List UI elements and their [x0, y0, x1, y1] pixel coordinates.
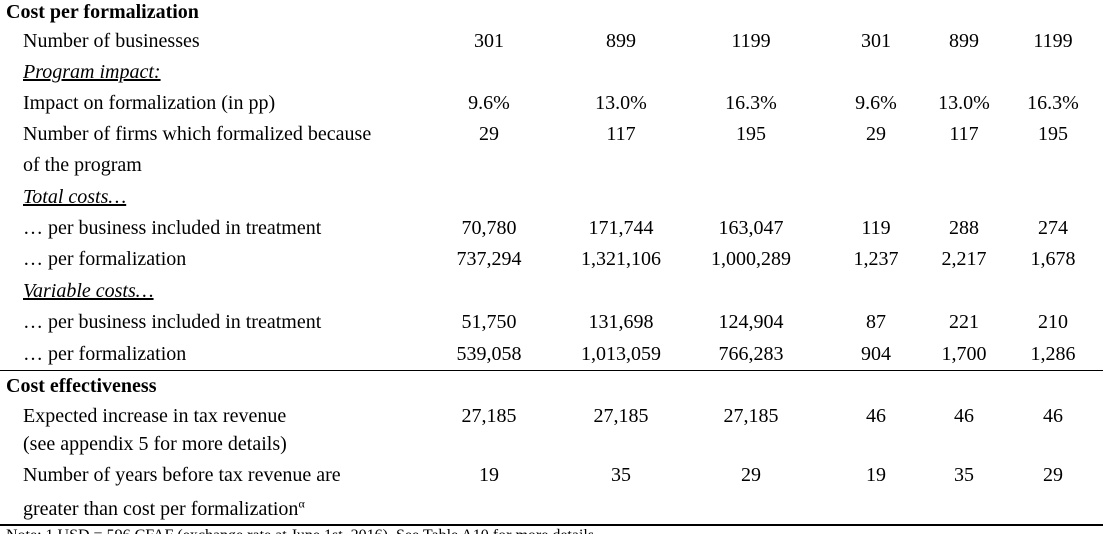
table-cell: 1,013,059	[581, 343, 661, 365]
table-row-continuation: (see appendix 5 for more details)	[0, 429, 1103, 460]
table-cell: 163,047	[718, 217, 784, 239]
section-title: Cost per formalization	[6, 1, 199, 23]
table-cell: 904	[861, 343, 891, 365]
table-row-continuation: greater than cost per formalizationα	[0, 494, 1103, 525]
table-cell: 171,744	[588, 217, 654, 239]
table-row: … per business included in treatment 70,…	[0, 213, 1103, 244]
table-cell: 117	[949, 123, 979, 145]
table-cell: 19	[479, 464, 499, 486]
subsection-header: Variable costs…	[0, 276, 1103, 307]
table-cell: 124,904	[718, 311, 784, 333]
row-label: … per formalization	[23, 248, 187, 270]
table-cell: 539,058	[456, 343, 522, 365]
table-cell: 119	[861, 217, 891, 239]
table-cell: 27,185	[461, 405, 517, 427]
table-row: Number of firms which formalized because…	[0, 119, 1103, 150]
row-label-continuation: (see appendix 5 for more details)	[23, 433, 287, 455]
subsection-header: Total costs…	[0, 182, 1103, 213]
table-footnote: Note: 1 USD = 596 CFAF (exchange rate at…	[6, 527, 598, 534]
section-header: Cost effectiveness	[0, 371, 1103, 402]
row-label: Number of years before tax revenue are	[23, 464, 341, 486]
row-label: … per business included in treatment	[23, 311, 322, 333]
table-cell: 210	[1038, 311, 1068, 333]
row-label: Expected increase in tax revenue	[23, 405, 287, 427]
row-label-continuation: greater than cost per formalizationα	[23, 494, 305, 525]
table-row: Number of years before tax revenue are 1…	[0, 460, 1103, 491]
table-row: Number of businesses 301 899 1199 301 89…	[0, 26, 1103, 57]
row-label: … per business included in treatment	[23, 217, 322, 239]
table-cell: 9.6%	[468, 92, 510, 114]
table-cell: 29	[866, 123, 886, 145]
section-header: Cost per formalization	[0, 0, 1103, 28]
table-cell: 1199	[731, 30, 771, 52]
table-cell: 13.0%	[595, 92, 647, 114]
section-title: Cost effectiveness	[6, 375, 157, 397]
table-row: … per business included in treatment 51,…	[0, 307, 1103, 338]
table-cell: 195	[1038, 123, 1068, 145]
row-label-continuation: of the program	[23, 154, 142, 176]
subsection-title: Variable costs…	[23, 280, 154, 302]
table-cell: 1,286	[1030, 343, 1076, 365]
table-cell: 51,750	[461, 311, 517, 333]
row-label-text: greater than cost per formalization	[23, 498, 299, 520]
table-row: … per formalization 539,058 1,013,059 76…	[0, 339, 1103, 370]
table-cell: 46	[1043, 405, 1063, 427]
table-cell: 27,185	[593, 405, 649, 427]
table-cell: 117	[606, 123, 636, 145]
row-label: Number of businesses	[23, 30, 200, 52]
table-cell: 195	[736, 123, 766, 145]
table-cell: 899	[949, 30, 979, 52]
table-row-continuation: of the program	[0, 150, 1103, 181]
table-cell: 221	[949, 311, 979, 333]
table-cell: 27,185	[723, 405, 779, 427]
row-label: … per formalization	[23, 343, 187, 365]
table-cell: 35	[611, 464, 631, 486]
table-cell: 899	[606, 30, 636, 52]
table-cell: 29	[741, 464, 761, 486]
table-cell: 2,217	[941, 248, 987, 270]
table-bottom-rule	[0, 524, 1103, 526]
table-cell: 1,000,289	[711, 248, 791, 270]
table-cell: 13.0%	[938, 92, 990, 114]
table-cell: 766,283	[718, 343, 784, 365]
table-cell: 737,294	[456, 248, 522, 270]
table-cell: 16.3%	[725, 92, 777, 114]
table-cell: 1,321,106	[581, 248, 661, 270]
table-cell: 274	[1038, 217, 1068, 239]
table-row: Expected increase in tax revenue 27,185 …	[0, 401, 1103, 432]
table-cell: 1,700	[941, 343, 987, 365]
table-cell: 16.3%	[1027, 92, 1079, 114]
row-label: Number of firms which formalized because	[23, 123, 372, 145]
section-divider	[0, 370, 1103, 371]
subsection-title: Program impact:	[23, 61, 161, 83]
table-cell: 1,237	[853, 248, 899, 270]
table-row: Impact on formalization (in pp) 9.6% 13.…	[0, 88, 1103, 119]
table-cell: 1199	[1033, 30, 1073, 52]
table-cell: 301	[474, 30, 504, 52]
footnote-marker: α	[298, 496, 305, 511]
table-cell: 70,780	[461, 217, 517, 239]
subsection-title: Total costs…	[23, 186, 127, 208]
table-cell: 46	[866, 405, 886, 427]
table-cell: 29	[479, 123, 499, 145]
table-cell: 29	[1043, 464, 1063, 486]
table-cell: 35	[954, 464, 974, 486]
table-cell: 9.6%	[855, 92, 897, 114]
table-cell: 1,678	[1030, 248, 1076, 270]
table-cell: 46	[954, 405, 974, 427]
table-cell: 301	[861, 30, 891, 52]
table-cell: 131,698	[588, 311, 654, 333]
subsection-header: Program impact:	[0, 57, 1103, 88]
table-cell: 288	[949, 217, 979, 239]
table-cell: 87	[866, 311, 886, 333]
table-row: … per formalization 737,294 1,321,106 1,…	[0, 244, 1103, 275]
row-label: Impact on formalization (in pp)	[23, 92, 276, 114]
table-cell: 19	[866, 464, 886, 486]
